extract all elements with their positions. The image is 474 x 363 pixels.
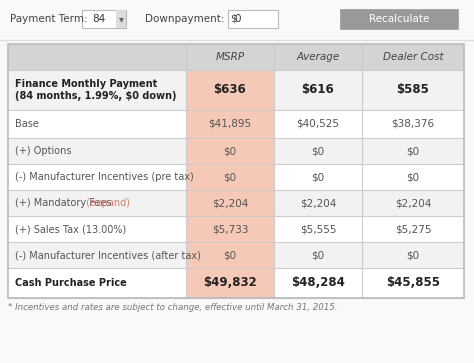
Bar bbox=[8, 44, 464, 298]
Text: $2,204: $2,204 bbox=[395, 198, 431, 208]
Bar bbox=[8, 70, 464, 110]
Bar bbox=[8, 216, 464, 242]
Bar bbox=[8, 242, 464, 268]
Text: 0: 0 bbox=[234, 14, 240, 24]
FancyBboxPatch shape bbox=[340, 9, 458, 29]
Bar bbox=[186, 268, 274, 298]
Bar bbox=[8, 190, 464, 216]
Text: $0: $0 bbox=[311, 146, 325, 156]
Text: $2,204: $2,204 bbox=[300, 198, 336, 208]
Text: $636: $636 bbox=[214, 83, 246, 97]
FancyBboxPatch shape bbox=[82, 10, 126, 28]
Text: $0: $0 bbox=[311, 172, 325, 182]
Text: * Incentives and rates are subject to change, effective until March 31, 2015.: * Incentives and rates are subject to ch… bbox=[8, 303, 337, 312]
Text: 84: 84 bbox=[92, 14, 105, 24]
Text: $0: $0 bbox=[223, 172, 237, 182]
Text: $38,376: $38,376 bbox=[392, 119, 435, 129]
Text: $48,284: $48,284 bbox=[291, 277, 345, 290]
Text: (-) Manufacturer Incentives (pre tax): (-) Manufacturer Incentives (pre tax) bbox=[15, 172, 194, 182]
Bar bbox=[8, 44, 464, 70]
Bar bbox=[186, 164, 274, 190]
Text: Payment Term:: Payment Term: bbox=[10, 14, 88, 24]
Text: $2,204: $2,204 bbox=[212, 198, 248, 208]
Bar bbox=[8, 138, 464, 164]
Text: (+) Options: (+) Options bbox=[15, 146, 72, 156]
Bar bbox=[0, 0, 474, 38]
FancyBboxPatch shape bbox=[116, 10, 126, 28]
Text: $40,525: $40,525 bbox=[297, 119, 339, 129]
Text: (-) Manufacturer Incentives (after tax): (-) Manufacturer Incentives (after tax) bbox=[15, 250, 201, 260]
Text: (expand): (expand) bbox=[83, 198, 130, 208]
Text: $0: $0 bbox=[406, 250, 419, 260]
Bar bbox=[186, 138, 274, 164]
Text: Recalculate: Recalculate bbox=[369, 14, 429, 24]
Bar bbox=[186, 70, 274, 110]
Text: $49,832: $49,832 bbox=[203, 277, 257, 290]
Text: $5,733: $5,733 bbox=[212, 224, 248, 234]
Text: Downpayment:  $: Downpayment: $ bbox=[145, 14, 237, 24]
Text: Finance Monthly Payment
(84 months, 1.99%, $0 down): Finance Monthly Payment (84 months, 1.99… bbox=[15, 79, 176, 101]
FancyBboxPatch shape bbox=[228, 10, 278, 28]
Text: $5,555: $5,555 bbox=[300, 224, 336, 234]
Text: (+) Mandatory Fees: (+) Mandatory Fees bbox=[15, 198, 111, 208]
Bar bbox=[186, 110, 274, 138]
Bar bbox=[186, 242, 274, 268]
Text: Cash Purchase Price: Cash Purchase Price bbox=[15, 278, 127, 288]
Text: (+) Sales Tax (13.00%): (+) Sales Tax (13.00%) bbox=[15, 224, 126, 234]
Text: $0: $0 bbox=[223, 250, 237, 260]
Bar bbox=[186, 190, 274, 216]
Bar bbox=[8, 268, 464, 298]
Text: $585: $585 bbox=[397, 83, 429, 97]
Text: $0: $0 bbox=[406, 146, 419, 156]
Text: $41,895: $41,895 bbox=[209, 119, 252, 129]
Bar bbox=[8, 164, 464, 190]
Text: $616: $616 bbox=[301, 83, 334, 97]
Bar bbox=[8, 110, 464, 138]
Text: $0: $0 bbox=[223, 146, 237, 156]
Text: Average: Average bbox=[296, 52, 340, 62]
Text: ▾: ▾ bbox=[118, 14, 123, 24]
Text: MSRP: MSRP bbox=[216, 52, 245, 62]
Text: Base: Base bbox=[15, 119, 39, 129]
Text: Dealer Cost: Dealer Cost bbox=[383, 52, 443, 62]
Text: $0: $0 bbox=[311, 250, 325, 260]
Bar bbox=[186, 216, 274, 242]
Text: $5,275: $5,275 bbox=[395, 224, 431, 234]
Text: $45,855: $45,855 bbox=[386, 277, 440, 290]
Text: $0: $0 bbox=[406, 172, 419, 182]
